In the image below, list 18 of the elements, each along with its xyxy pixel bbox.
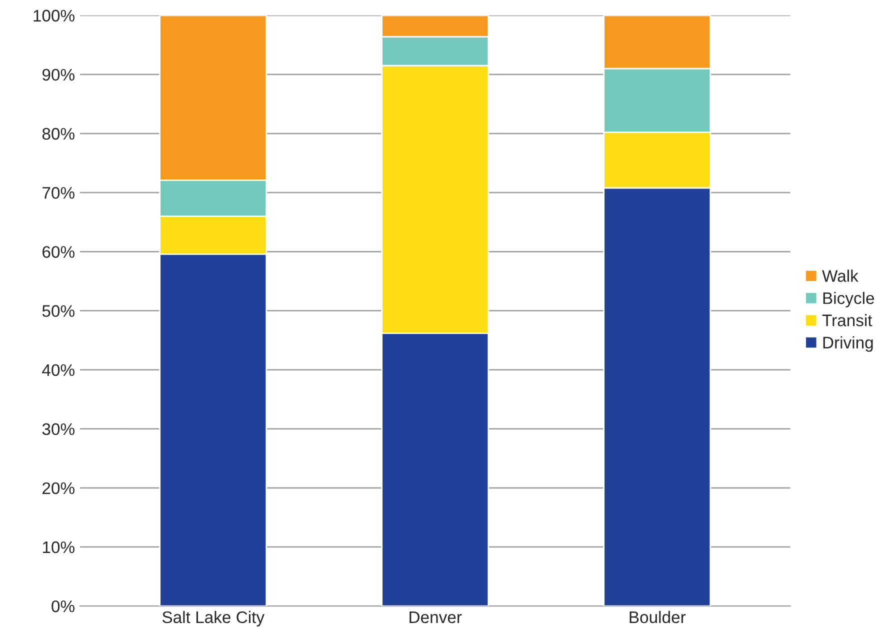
y-tick-label: 40% xyxy=(42,364,74,376)
legend-label: Transit xyxy=(822,314,872,326)
x-tick-label: Boulder xyxy=(630,610,686,624)
y-tick-label: 100% xyxy=(34,10,74,22)
y-tick-label: 20% xyxy=(42,482,74,494)
x-tick-label: Denver xyxy=(410,612,462,624)
y-tick-label: 50% xyxy=(42,305,74,317)
legend-label: Driving xyxy=(823,336,873,352)
y-tick-label: 80% xyxy=(42,128,74,140)
legend-label: Bicycle xyxy=(823,292,874,308)
y-tick-label: 0% xyxy=(52,600,74,612)
y-tick-label: 70% xyxy=(42,187,74,199)
x-tick-label: Salt Lake City xyxy=(162,610,265,626)
y-tick-label: 30% xyxy=(42,423,74,436)
legend-label: Walk xyxy=(822,270,858,282)
y-tick-label: 90% xyxy=(42,68,74,81)
y-tick-label: 10% xyxy=(42,541,74,554)
y-tick-label: 60% xyxy=(42,246,74,258)
